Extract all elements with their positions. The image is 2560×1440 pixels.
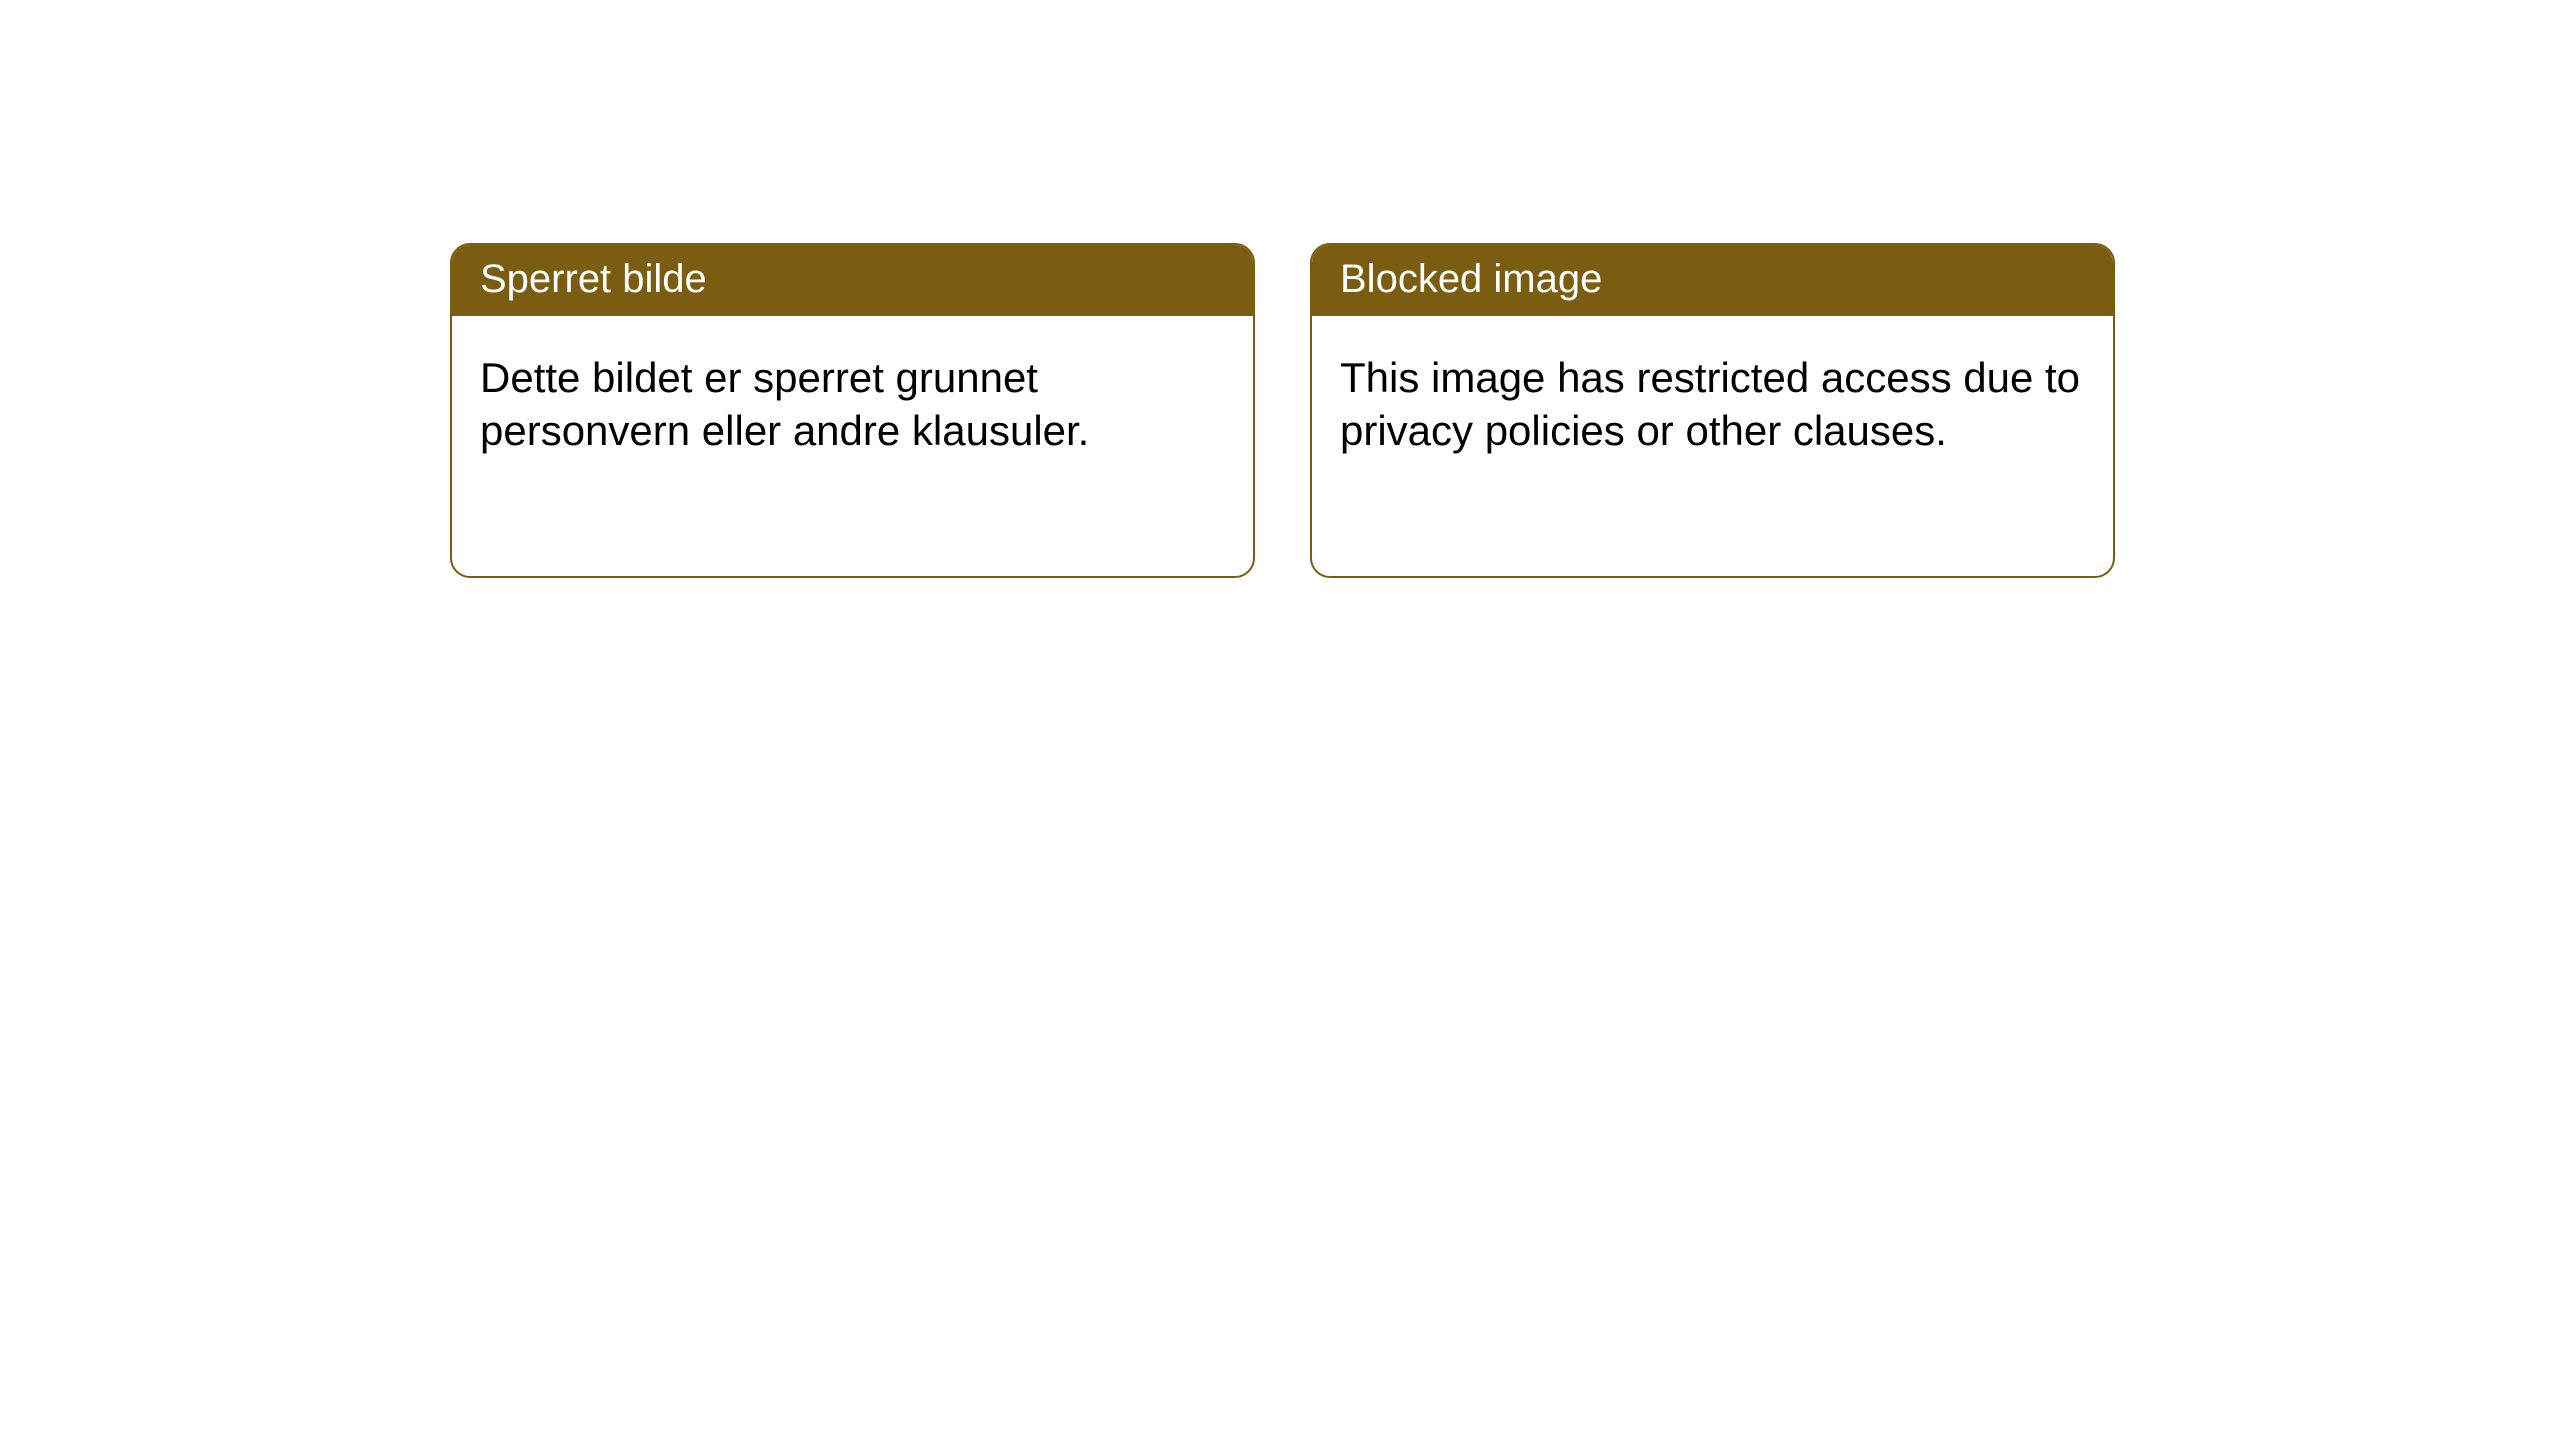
cards-container: Sperret bilde Dette bildet er sperret gr…: [450, 243, 2115, 578]
card-body: Dette bildet er sperret grunnet personve…: [452, 316, 1253, 485]
card-header: Blocked image: [1312, 245, 2113, 316]
card-header: Sperret bilde: [452, 245, 1253, 316]
card-message: Dette bildet er sperret grunnet personve…: [480, 354, 1089, 454]
card-title: Blocked image: [1340, 257, 1602, 301]
card-message: This image has restricted access due to …: [1340, 354, 2080, 454]
blocked-image-card-norwegian: Sperret bilde Dette bildet er sperret gr…: [450, 243, 1255, 578]
card-body: This image has restricted access due to …: [1312, 316, 2113, 485]
blocked-image-card-english: Blocked image This image has restricted …: [1310, 243, 2115, 578]
card-title: Sperret bilde: [480, 257, 707, 301]
